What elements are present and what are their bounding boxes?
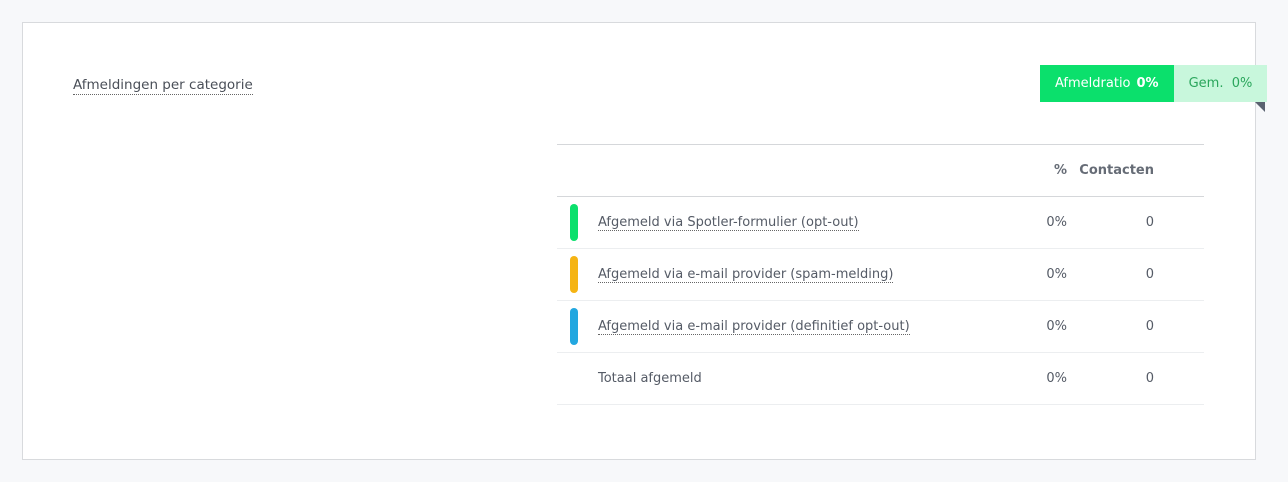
total-contacts: 0 bbox=[1073, 352, 1204, 405]
total-row: Totaal afgemeld 0% 0 bbox=[557, 352, 1204, 405]
unsubscribe-ratio-badge: Afmeldratio 0% Gem. 0% bbox=[1040, 65, 1268, 102]
header-contacts: Contacten bbox=[1073, 144, 1204, 197]
category-contacts: 0 bbox=[1073, 300, 1204, 353]
category-color-bar bbox=[570, 204, 578, 241]
ratio-label: Afmeldratio bbox=[1055, 76, 1131, 91]
category-label[interactable]: Afgemeld via e-mail provider (definitief… bbox=[598, 319, 910, 335]
category-label[interactable]: Afgemeld via e-mail provider (spam-meldi… bbox=[598, 267, 894, 283]
total-percent: 0% bbox=[1006, 352, 1073, 405]
category-percent: 0% bbox=[1006, 196, 1073, 249]
header-percent: % bbox=[1006, 144, 1073, 197]
category-contacts: 0 bbox=[1073, 248, 1204, 301]
category-label[interactable]: Afgemeld via Spotler-formulier (opt-out) bbox=[598, 215, 859, 231]
category-table: % Contacten Afgemeld via Spotler-formuli… bbox=[557, 144, 1204, 405]
table-row: Afgemeld via e-mail provider (spam-meldi… bbox=[557, 248, 1204, 301]
ratio-value: 0% bbox=[1136, 76, 1159, 91]
card-title[interactable]: Afmeldingen per categorie bbox=[73, 77, 253, 95]
category-color-bar bbox=[570, 308, 578, 345]
avg-value: 0% bbox=[1231, 76, 1253, 91]
table-row: Afgemeld via Spotler-formulier (opt-out)… bbox=[557, 196, 1204, 249]
table-row: Afgemeld via e-mail provider (definitief… bbox=[557, 300, 1204, 353]
badge-fold bbox=[1255, 102, 1265, 112]
category-color-bar bbox=[570, 256, 578, 293]
total-label: Totaal afgemeld bbox=[597, 352, 1006, 405]
category-percent: 0% bbox=[1006, 300, 1073, 353]
avg-label: Gem. bbox=[1188, 76, 1224, 91]
category-contacts: 0 bbox=[1073, 196, 1204, 249]
category-percent: 0% bbox=[1006, 248, 1073, 301]
unsubscribe-card: Afmeldingen per categorie Afmeldratio 0% … bbox=[22, 22, 1268, 460]
